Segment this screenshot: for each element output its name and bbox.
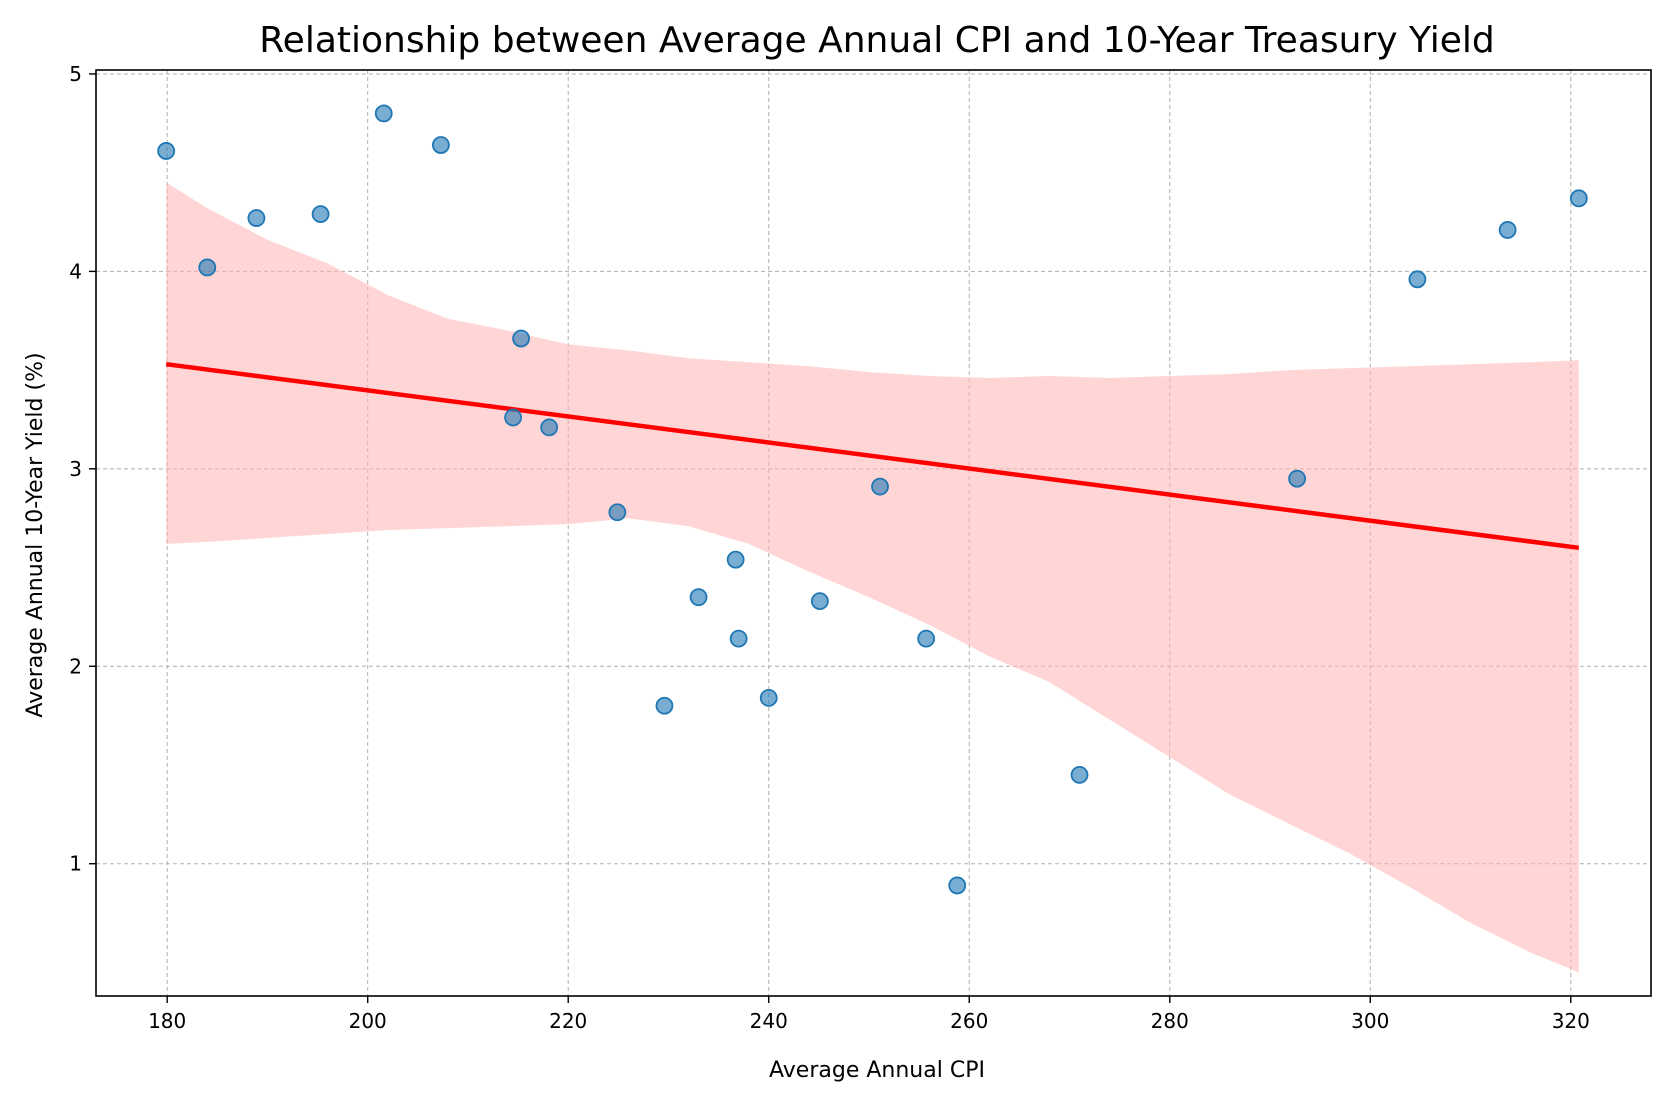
data-point <box>374 104 393 123</box>
data-point <box>726 550 745 569</box>
data-point <box>655 696 674 715</box>
data-point <box>608 503 627 522</box>
data-points <box>157 104 1588 895</box>
regression-line-group <box>165 361 1580 551</box>
chart-title: Relationship between Average Annual CPI … <box>259 20 1494 61</box>
y-axis-ticks: 1 2 3 4 5 <box>69 62 96 876</box>
data-point <box>729 629 748 648</box>
y-tick-label: 2 <box>69 654 82 678</box>
data-point <box>759 688 778 707</box>
x-tick-label: 200 <box>349 1009 387 1033</box>
data-point <box>917 629 936 648</box>
x-tick-label: 260 <box>950 1009 988 1033</box>
x-tick-label: 220 <box>549 1009 587 1033</box>
data-point <box>948 876 967 895</box>
x-tick-label: 240 <box>750 1009 788 1033</box>
x-axis-ticks: 180 200 220 240 260 280 300 320 <box>148 996 1590 1033</box>
data-point <box>1070 765 1089 784</box>
x-axis-label: Average Annual CPI <box>769 1058 985 1083</box>
data-point <box>1408 270 1427 289</box>
data-point <box>431 136 450 154</box>
x-tick-label: 280 <box>1151 1009 1189 1033</box>
data-point <box>1288 469 1306 488</box>
x-tick-label: 180 <box>148 1009 186 1033</box>
plot-frame <box>95 69 1652 997</box>
data-point <box>311 205 330 224</box>
y-tick-label: 4 <box>69 259 82 283</box>
x-tick-label: 320 <box>1552 1009 1590 1033</box>
y-tick-label: 1 <box>69 852 82 876</box>
data-point <box>198 258 217 277</box>
data-point <box>871 477 889 496</box>
confidence-band <box>166 182 1579 973</box>
x-tick-label: 300 <box>1351 1009 1389 1033</box>
confidence-band-group <box>166 182 1579 973</box>
data-point <box>1569 189 1588 208</box>
data-point <box>689 588 708 607</box>
data-point <box>512 329 530 348</box>
data-point <box>247 209 266 227</box>
data-point <box>540 418 559 437</box>
regression-line <box>165 361 1580 551</box>
data-point <box>1498 221 1517 239</box>
y-tick-label: 5 <box>69 62 82 86</box>
y-axis-label: Average Annual 10-Year Yield (%) <box>23 352 48 717</box>
data-point <box>504 408 522 427</box>
y-tick-label: 3 <box>69 457 82 481</box>
data-point <box>157 142 176 160</box>
data-point <box>810 592 829 611</box>
